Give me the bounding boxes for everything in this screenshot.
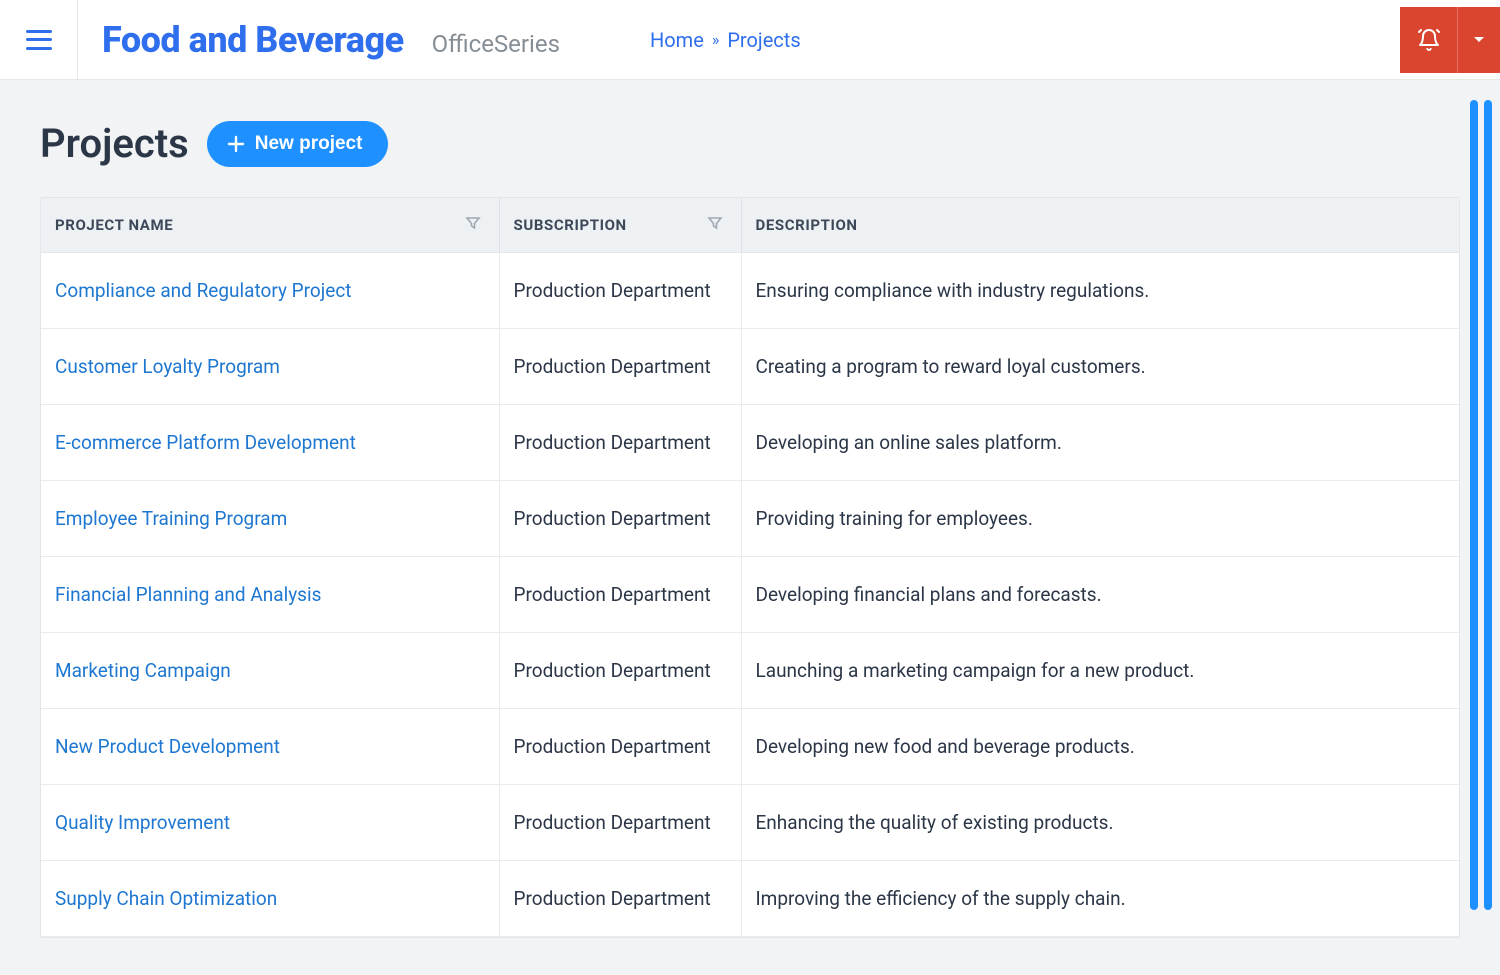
subscription-cell: Production Department	[499, 785, 741, 861]
subscription-cell: Production Department	[499, 709, 741, 785]
column-header-subscription-label: SUBSCRIPTION	[514, 216, 627, 234]
column-header-subscription[interactable]: SUBSCRIPTION	[499, 198, 741, 253]
table-row: Financial Planning and Analysis Productio…	[41, 557, 1459, 633]
description-cell: Improving the efficiency of the supply c…	[741, 861, 1459, 937]
breadcrumb: Home » Projects	[650, 28, 801, 52]
description-cell: Developing an online sales platform.	[741, 405, 1459, 481]
description-cell: Providing training for employees.	[741, 481, 1459, 557]
breadcrumb-separator: »	[712, 30, 720, 49]
projects-table: PROJECT NAME SUBSCRIPTION	[41, 198, 1459, 937]
project-name-cell: E-commerce Platform Development	[41, 405, 499, 481]
table-row: Supply Chain Optimization Production Depa…	[41, 861, 1459, 937]
subscription-cell: Production Department	[499, 861, 741, 937]
project-name-cell: Supply Chain Optimization	[41, 861, 499, 937]
description-cell: Launching a marketing campaign for a new…	[741, 633, 1459, 709]
column-header-description-label: DESCRIPTION	[756, 216, 858, 234]
bell-icon	[1417, 28, 1441, 52]
breadcrumb-home[interactable]: Home	[650, 28, 704, 52]
project-link[interactable]: Supply Chain Optimization	[55, 887, 277, 910]
new-project-label: New project	[255, 133, 363, 155]
notifications-button[interactable]	[1400, 7, 1458, 73]
column-header-name-label: PROJECT NAME	[55, 216, 173, 234]
breadcrumb-current[interactable]: Projects	[727, 28, 800, 52]
subscription-cell: Production Department	[499, 557, 741, 633]
project-name-cell: Employee Training Program	[41, 481, 499, 557]
caret-down-icon	[1473, 36, 1485, 44]
projects-table-container: PROJECT NAME SUBSCRIPTION	[40, 197, 1460, 938]
description-cell: Developing new food and beverage product…	[741, 709, 1459, 785]
table-row: E-commerce Platform Development Productio…	[41, 405, 1459, 481]
description-cell: Ensuring compliance with industry regula…	[741, 253, 1459, 329]
project-link[interactable]: Quality Improvement	[55, 811, 230, 834]
projects-table-body: Compliance and Regulatory Project Product…	[41, 253, 1459, 937]
project-name-cell: Marketing Campaign	[41, 633, 499, 709]
topbar: Food and Beverage OfficeSeries Home » Pr…	[0, 0, 1500, 80]
page-header: Projects New project	[40, 120, 1460, 167]
table-row: Marketing Campaign Production DepartmentL…	[41, 633, 1459, 709]
table-row: New Product Development Production Depart…	[41, 709, 1459, 785]
project-name-cell: Compliance and Regulatory Project	[41, 253, 499, 329]
subscription-cell: Production Department	[499, 481, 741, 557]
project-name-cell: Financial Planning and Analysis	[41, 557, 499, 633]
subscription-cell: Production Department	[499, 253, 741, 329]
project-link[interactable]: Financial Planning and Analysis	[55, 583, 321, 606]
project-link[interactable]: New Product Development	[55, 735, 280, 758]
menu-toggle-icon[interactable]	[26, 30, 52, 50]
project-link[interactable]: E-commerce Platform Development	[55, 431, 356, 454]
project-link[interactable]: Customer Loyalty Program	[55, 355, 280, 378]
plus-icon	[227, 135, 245, 153]
description-cell: Creating a program to reward loyal custo…	[741, 329, 1459, 405]
scrollbar-indicator[interactable]	[1470, 100, 1478, 910]
description-cell: Enhancing the quality of existing produc…	[741, 785, 1459, 861]
topbar-actions	[1400, 7, 1500, 73]
project-name-cell: Customer Loyalty Program	[41, 329, 499, 405]
subscription-cell: Production Department	[499, 405, 741, 481]
table-row: Compliance and Regulatory Project Product…	[41, 253, 1459, 329]
content: Projects New project PROJECT NAME	[0, 80, 1500, 938]
table-row: Quality Improvement Production Department…	[41, 785, 1459, 861]
brand: Food and Beverage OfficeSeries	[78, 19, 560, 61]
brand-title[interactable]: Food and Beverage	[102, 19, 404, 61]
subscription-cell: Production Department	[499, 633, 741, 709]
column-header-name[interactable]: PROJECT NAME	[41, 198, 499, 253]
page-title: Projects	[40, 120, 189, 167]
project-link[interactable]: Marketing Campaign	[55, 659, 231, 682]
project-link[interactable]: Compliance and Regulatory Project	[55, 279, 352, 302]
new-project-button[interactable]: New project	[207, 121, 389, 167]
table-row: Customer Loyalty Program Production Depar…	[41, 329, 1459, 405]
filter-icon[interactable]	[465, 215, 481, 235]
scrollbar-indicator[interactable]	[1484, 100, 1492, 910]
project-name-cell: Quality Improvement	[41, 785, 499, 861]
column-header-description[interactable]: DESCRIPTION	[741, 198, 1459, 253]
table-row: Employee Training Program Production Depa…	[41, 481, 1459, 557]
description-cell: Developing financial plans and forecasts…	[741, 557, 1459, 633]
project-link[interactable]: Employee Training Program	[55, 507, 287, 530]
subscription-cell: Production Department	[499, 329, 741, 405]
hamburger-wrap	[0, 0, 78, 80]
filter-icon[interactable]	[707, 215, 723, 235]
user-menu-button[interactable]	[1458, 7, 1500, 73]
brand-subtitle: OfficeSeries	[432, 30, 560, 58]
project-name-cell: New Product Development	[41, 709, 499, 785]
